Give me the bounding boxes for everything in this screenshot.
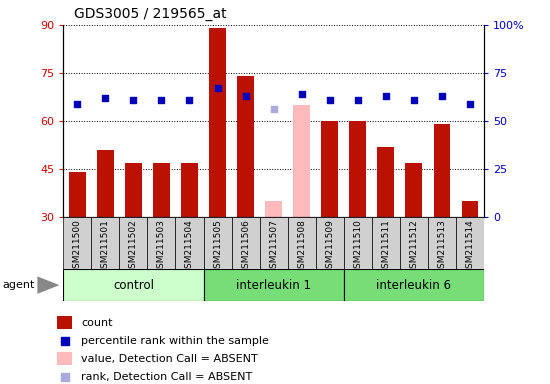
Bar — [97, 150, 114, 217]
Bar — [91, 217, 119, 269]
Text: interleukin 1: interleukin 1 — [236, 279, 311, 291]
Bar — [456, 217, 484, 269]
Text: GSM211512: GSM211512 — [409, 220, 419, 274]
Point — [382, 93, 390, 99]
Bar — [232, 217, 260, 269]
Bar — [461, 201, 478, 217]
Text: GSM211504: GSM211504 — [185, 220, 194, 274]
Bar — [175, 217, 204, 269]
Text: GSM211503: GSM211503 — [157, 220, 166, 275]
Text: GSM211507: GSM211507 — [269, 220, 278, 275]
Bar — [344, 269, 484, 301]
Bar — [288, 217, 316, 269]
Point — [129, 97, 138, 103]
Text: percentile rank within the sample: percentile rank within the sample — [81, 336, 270, 346]
Bar — [57, 352, 73, 365]
Bar — [153, 162, 170, 217]
Point — [60, 338, 69, 344]
Bar — [204, 269, 344, 301]
Point — [438, 93, 447, 99]
Bar — [237, 76, 254, 217]
Text: control: control — [113, 279, 154, 291]
Point — [60, 373, 69, 379]
Bar — [63, 269, 204, 301]
Bar — [433, 124, 450, 217]
Point — [73, 101, 82, 107]
Text: GSM211509: GSM211509 — [325, 220, 334, 275]
Point — [409, 97, 418, 103]
Text: interleukin 6: interleukin 6 — [376, 279, 452, 291]
Bar — [147, 217, 175, 269]
Bar — [372, 217, 400, 269]
Text: rank, Detection Call = ABSENT: rank, Detection Call = ABSENT — [81, 371, 252, 382]
Bar — [293, 105, 310, 217]
Bar — [405, 162, 422, 217]
Text: GSM211505: GSM211505 — [213, 220, 222, 275]
Point — [270, 106, 278, 113]
Text: GSM211502: GSM211502 — [129, 220, 138, 274]
Bar — [57, 316, 73, 329]
Point — [465, 101, 474, 107]
Point — [101, 95, 110, 101]
Bar — [316, 217, 344, 269]
Point — [157, 97, 166, 103]
Text: count: count — [81, 318, 113, 328]
Bar — [428, 217, 456, 269]
Text: value, Detection Call = ABSENT: value, Detection Call = ABSENT — [81, 354, 258, 364]
Text: GDS3005 / 219565_at: GDS3005 / 219565_at — [74, 7, 227, 21]
Bar — [400, 217, 428, 269]
Bar — [119, 217, 147, 269]
Text: GSM211506: GSM211506 — [241, 220, 250, 275]
Text: agent: agent — [3, 280, 35, 290]
Bar — [204, 217, 232, 269]
Bar — [349, 121, 366, 217]
Bar — [260, 217, 288, 269]
Bar — [265, 201, 282, 217]
Point — [297, 91, 306, 97]
Bar — [69, 172, 86, 217]
Text: GSM211511: GSM211511 — [381, 220, 390, 275]
Text: GSM211510: GSM211510 — [353, 220, 362, 275]
Text: GSM211513: GSM211513 — [437, 220, 447, 275]
Point — [213, 85, 222, 91]
Text: GSM211500: GSM211500 — [73, 220, 82, 275]
Text: GSM211508: GSM211508 — [297, 220, 306, 275]
Bar — [125, 162, 142, 217]
Bar — [377, 147, 394, 217]
Text: GSM211514: GSM211514 — [465, 220, 475, 274]
Bar — [63, 217, 91, 269]
Point — [353, 97, 362, 103]
Text: GSM211501: GSM211501 — [101, 220, 110, 275]
Bar — [344, 217, 372, 269]
Point — [241, 93, 250, 99]
Polygon shape — [37, 276, 59, 294]
Bar — [181, 162, 198, 217]
Bar — [321, 121, 338, 217]
Point — [326, 97, 334, 103]
Point — [185, 97, 194, 103]
Bar — [209, 28, 226, 217]
